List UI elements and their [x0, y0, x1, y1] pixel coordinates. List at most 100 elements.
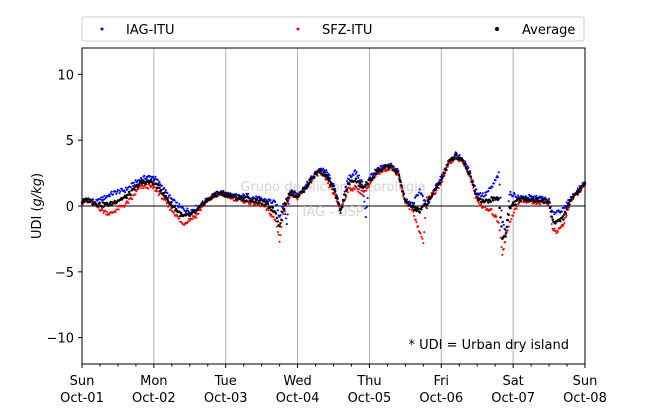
data-point [525, 201, 528, 204]
data-point [514, 203, 517, 206]
data-point [498, 183, 501, 186]
data-point [247, 196, 251, 200]
data-point [331, 184, 334, 188]
data-point [418, 188, 421, 191]
data-point [543, 201, 546, 204]
data-point [432, 192, 435, 195]
data-point [362, 195, 365, 198]
data-point [285, 204, 288, 208]
data-point [90, 199, 93, 203]
watermark-line-2: IAG - USP [302, 205, 363, 220]
data-point [112, 193, 115, 196]
data-point [396, 169, 400, 173]
data-point [152, 179, 156, 182]
data-point [342, 202, 345, 205]
data-point [268, 212, 271, 215]
data-point [357, 180, 360, 183]
data-point [354, 177, 358, 180]
data-point [178, 202, 181, 206]
x-tick-label-date: Oct-03 [204, 391, 248, 406]
data-point [116, 205, 119, 208]
data-point [471, 180, 474, 184]
data-point [167, 205, 170, 208]
data-point [499, 236, 502, 239]
data-point [144, 178, 147, 181]
data-point [328, 179, 331, 182]
data-point [469, 175, 473, 178]
data-point [100, 196, 103, 199]
data-point [267, 198, 270, 201]
data-point [365, 206, 368, 209]
data-point [255, 197, 259, 201]
data-point [409, 201, 412, 204]
data-point [263, 197, 266, 200]
data-point [162, 191, 166, 195]
data-point [262, 200, 266, 203]
data-point [129, 193, 132, 197]
data-point [124, 202, 127, 205]
data-point [118, 192, 121, 195]
data-point [342, 199, 346, 202]
data-point [510, 218, 513, 221]
data-point [497, 197, 501, 200]
data-point [499, 196, 502, 199]
data-point [363, 200, 366, 203]
data-point [168, 194, 171, 197]
data-point [166, 197, 169, 201]
data-point [175, 213, 179, 216]
data-point [357, 190, 360, 193]
data-point [154, 175, 157, 178]
data-point [354, 169, 357, 172]
data-point [533, 195, 536, 198]
data-point [169, 208, 172, 211]
data-point [416, 207, 420, 211]
data-point [489, 200, 493, 204]
data-point [123, 189, 126, 192]
data-point [185, 209, 188, 212]
data-point [261, 203, 264, 206]
data-point [177, 206, 180, 209]
data-point [174, 207, 178, 211]
data-point [452, 158, 455, 162]
data-point [356, 188, 359, 191]
data-point [535, 194, 538, 197]
data-point [134, 193, 137, 196]
x-tick-label-day: Sun [573, 374, 598, 389]
data-point [242, 199, 246, 202]
data-point [547, 200, 551, 203]
data-point [504, 232, 508, 235]
data-point [99, 198, 102, 201]
data-point [402, 192, 406, 196]
data-point [102, 198, 105, 201]
data-point [254, 203, 257, 206]
data-point [468, 171, 472, 175]
data-point [116, 208, 119, 211]
data-point [495, 215, 498, 218]
data-point [537, 196, 540, 200]
data-point [109, 192, 112, 195]
data-point [186, 207, 189, 210]
data-point [405, 204, 408, 207]
y-tick-label: 0 [66, 200, 74, 215]
data-point [335, 200, 338, 203]
data-point [393, 168, 397, 172]
data-point [285, 217, 288, 220]
data-point [479, 192, 482, 195]
data-point [302, 190, 306, 194]
data-point [98, 201, 101, 205]
data-point [539, 203, 542, 206]
data-point [565, 214, 568, 217]
data-point [229, 193, 232, 197]
data-point [503, 234, 507, 238]
data-point [465, 167, 469, 171]
data-point [517, 197, 520, 201]
data-point [284, 213, 287, 216]
data-point [405, 198, 409, 201]
data-point [96, 204, 100, 208]
data-point [162, 193, 165, 197]
data-point [347, 178, 350, 181]
data-point [417, 191, 420, 194]
data-point [116, 190, 119, 193]
data-point [506, 229, 509, 232]
data-point [120, 187, 123, 190]
